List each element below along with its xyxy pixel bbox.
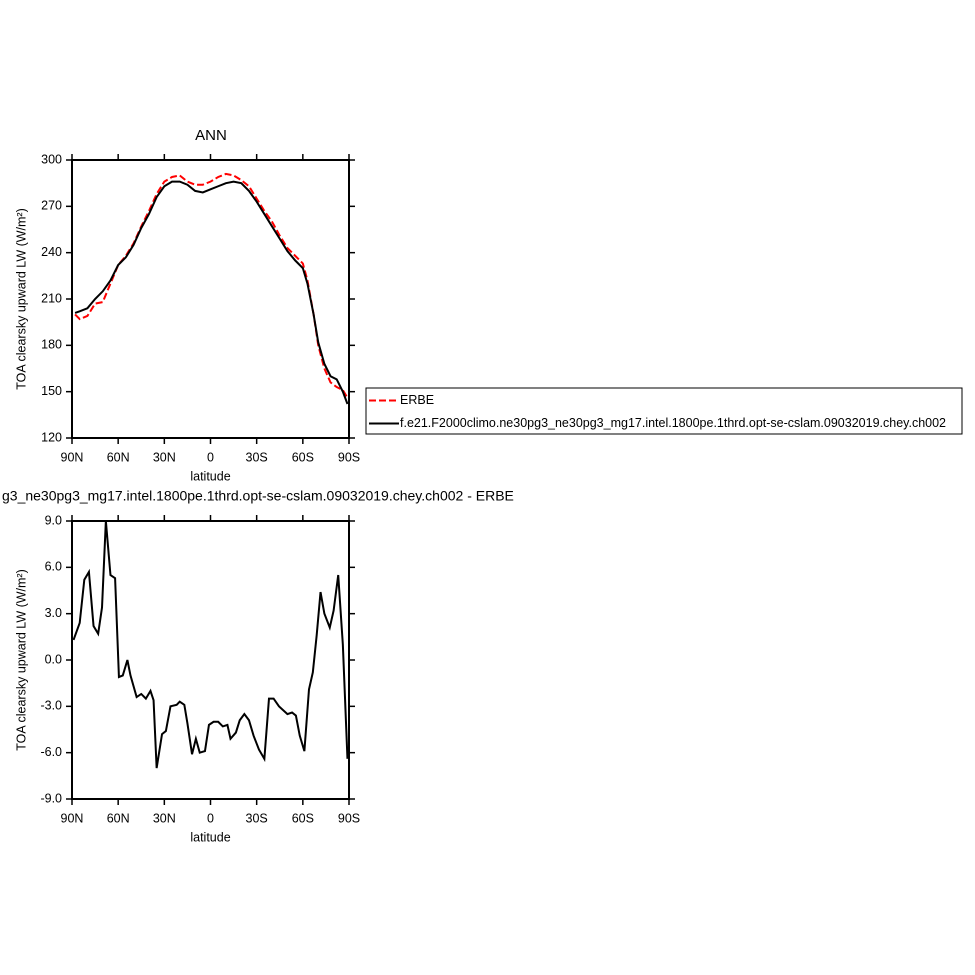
data-line bbox=[74, 180, 349, 405]
x-axis-label: latitude bbox=[190, 830, 230, 844]
y-axis-label: TOA clearsky upward LW (W/m²) bbox=[14, 208, 28, 390]
legend-label: ERBE bbox=[400, 393, 434, 407]
y-tick-label: -6.0 bbox=[40, 745, 62, 759]
x-tick-label: 30S bbox=[246, 811, 268, 825]
chart-title: g3_ne30pg3_mg17.intel.1800pe.1thrd.opt-s… bbox=[2, 488, 514, 504]
legend-box bbox=[365, 387, 963, 435]
x-tick-label: 60N bbox=[107, 811, 130, 825]
y-tick-label: 270 bbox=[41, 199, 62, 213]
y-tick-label: -3.0 bbox=[40, 699, 62, 713]
x-tick-label: 60N bbox=[107, 450, 130, 464]
x-tick-label: 90N bbox=[61, 450, 84, 464]
x-tick-label: 60S bbox=[292, 811, 314, 825]
x-tick-label: 30N bbox=[153, 450, 176, 464]
x-tick-label: 0 bbox=[207, 811, 214, 825]
y-tick-label: 240 bbox=[41, 245, 62, 259]
x-tick-label: 0 bbox=[207, 450, 214, 464]
y-tick-label: 180 bbox=[41, 338, 62, 352]
y-tick-label: 210 bbox=[41, 291, 62, 305]
y-tick-label: 6.0 bbox=[45, 560, 62, 574]
legend-label: f.e21.F2000climo.ne30pg3_ne30pg3_mg17.in… bbox=[400, 416, 946, 430]
y-axis-label: TOA clearsky upward LW (W/m²) bbox=[14, 569, 28, 751]
y-tick-label: -9.0 bbox=[40, 791, 62, 805]
y-tick-label: 3.0 bbox=[45, 606, 62, 620]
y-tick-label: 300 bbox=[41, 152, 62, 166]
y-tick-label: 0.0 bbox=[45, 652, 62, 666]
plot-frame bbox=[71, 520, 350, 800]
x-tick-label: 60S bbox=[292, 450, 314, 464]
plot-frame bbox=[71, 159, 350, 439]
x-tick-label: 30S bbox=[246, 450, 268, 464]
data-line bbox=[72, 520, 349, 769]
y-tick-label: 9.0 bbox=[45, 513, 62, 527]
y-tick-label: 120 bbox=[41, 430, 62, 444]
x-tick-label: 90S bbox=[338, 450, 360, 464]
chart-title: ANN bbox=[195, 127, 227, 144]
x-tick-label: 30N bbox=[153, 811, 176, 825]
x-axis-label: latitude bbox=[190, 469, 230, 483]
x-tick-label: 90S bbox=[338, 811, 360, 825]
y-tick-label: 150 bbox=[41, 384, 62, 398]
x-tick-label: 90N bbox=[61, 811, 84, 825]
data-line bbox=[74, 172, 349, 399]
